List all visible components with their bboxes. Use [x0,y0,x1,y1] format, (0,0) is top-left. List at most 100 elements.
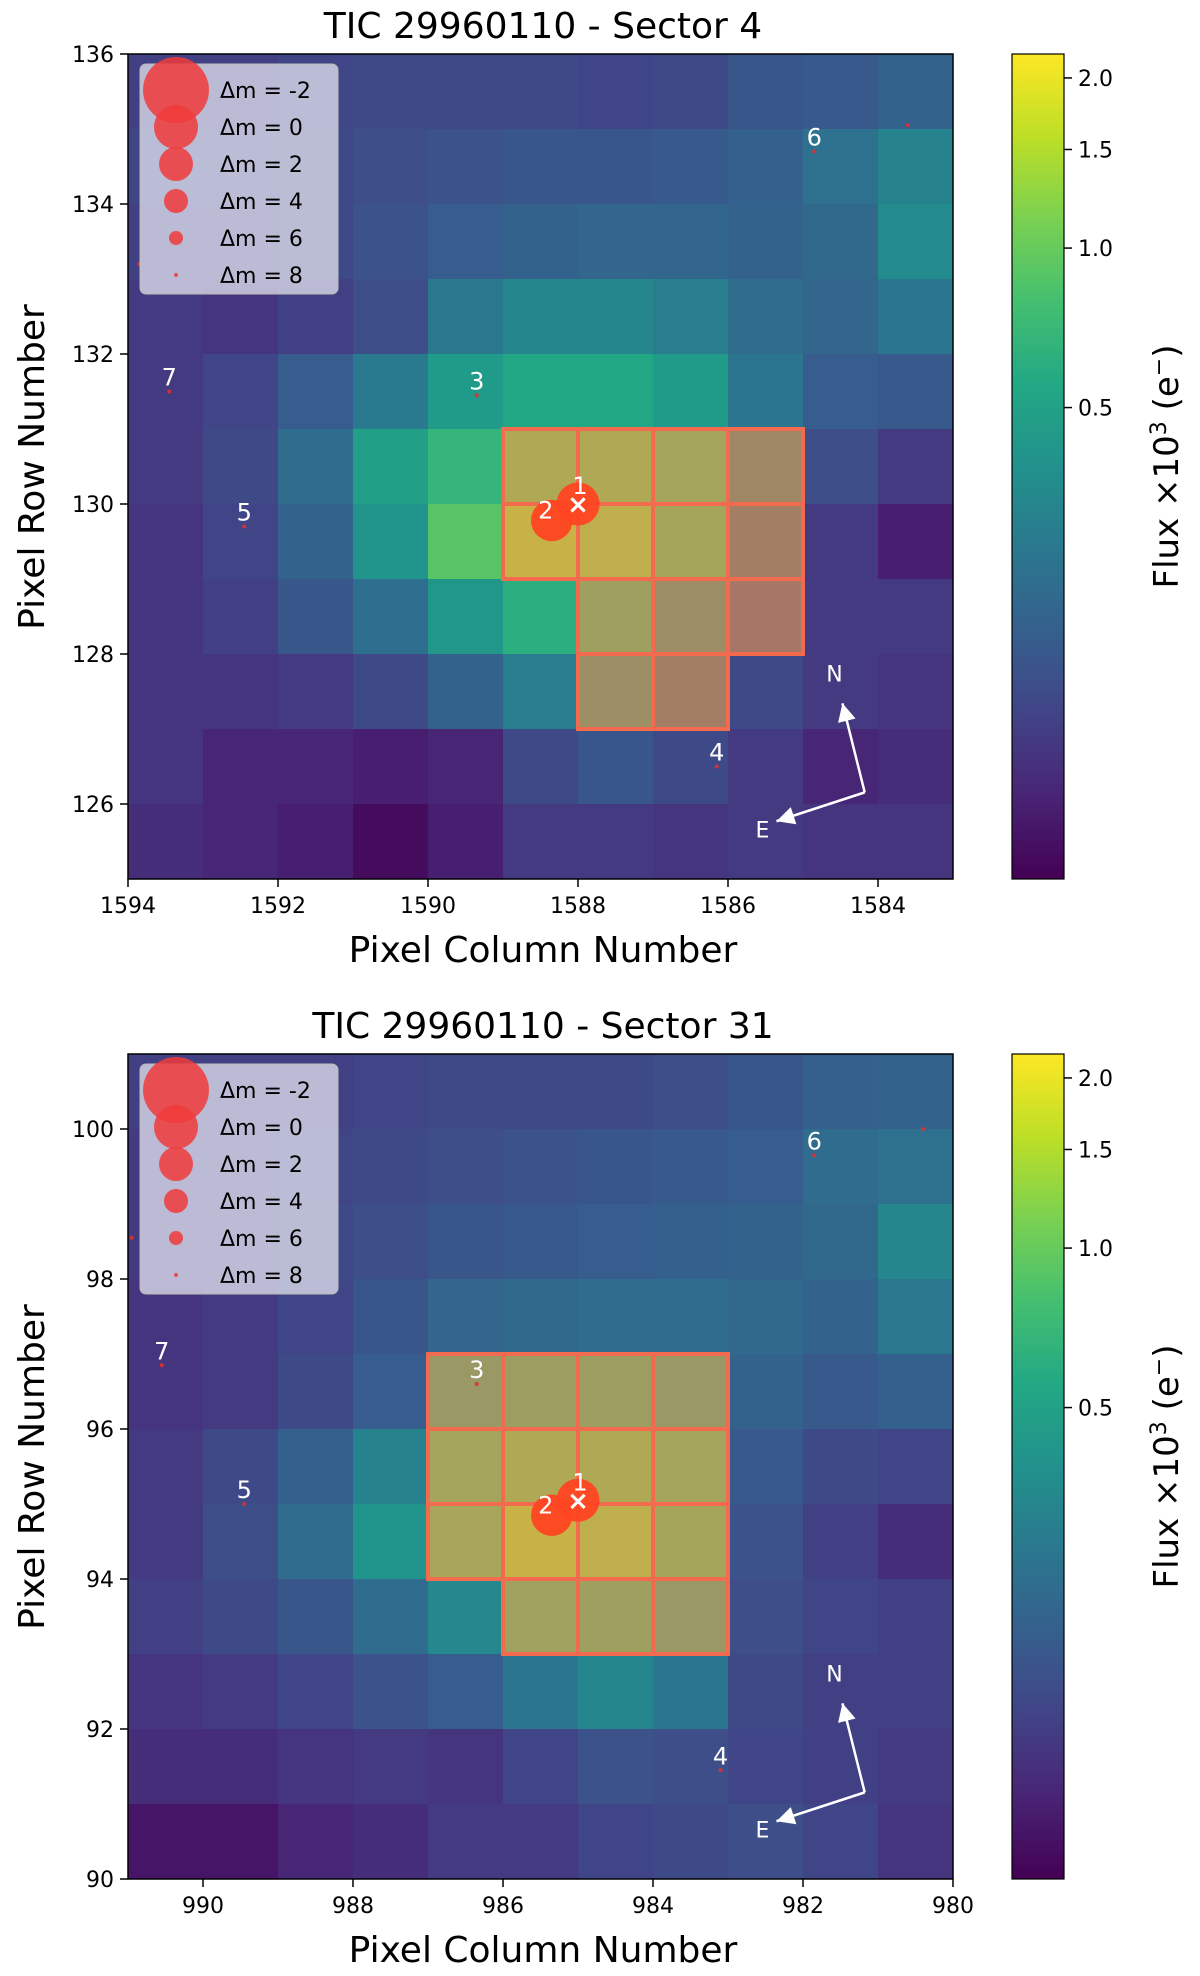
pixel-cell [128,1504,204,1580]
x-tick-label: 1592 [250,894,306,919]
pixel-cell [653,354,729,430]
pixel-cell [353,654,429,730]
pixel-cell [578,1804,654,1880]
star-label: 5 [237,1476,252,1504]
pixel-cell [653,1129,729,1205]
legend-label: Δm = 6 [220,227,303,252]
pixel-cell [353,1654,429,1730]
pixel-cell [278,1804,354,1880]
pixel-cell [278,504,354,580]
colorbar-tick-label: 1.5 [1078,1138,1113,1163]
pixel-cell [428,429,504,505]
pixel-cell [728,1429,804,1505]
pixel-cell [428,1054,504,1130]
pixel-cell [803,1729,879,1805]
legend-label: Δm = -2 [220,79,311,104]
y-tick-label: 96 [86,1418,114,1443]
y-tick-label: 94 [86,1568,114,1593]
pixel-cell [578,54,654,130]
pixel-cell [878,504,954,580]
pixel-cell [428,1129,504,1205]
pixel-cell [353,1729,429,1805]
pixel-cell [878,1279,954,1355]
legend-marker [159,1147,193,1181]
star-label: 5 [237,499,252,527]
aperture-mask [426,1352,730,1656]
pixel-cell [353,804,429,880]
arrow-head [776,807,797,825]
arrow-head [838,703,856,723]
pixel-cell [878,1579,954,1655]
pixel-cell [653,1279,729,1355]
star-marker [474,1382,479,1386]
aperture-pixel [651,427,730,506]
pixel-cell [503,1279,579,1355]
pixel-cell [203,1504,279,1580]
star-label: 7 [162,364,177,392]
pixel-cell [578,1279,654,1355]
y-axis-ticks: 126 128 130 132 134 136 [72,43,128,818]
pixel-cell [428,579,504,655]
y-tick-label: 98 [86,1268,114,1293]
legend-marker [154,105,198,149]
star-label: 4 [713,1742,728,1770]
pixel-cell [578,1054,654,1130]
pixel-cell [878,354,954,430]
pixel-cell [878,654,954,730]
pixel-cell [278,579,354,655]
x-axis-ticks: 990 988 986 984 982 980 [182,1879,974,1919]
pixel-cell [203,804,279,880]
aperture-pixel [726,577,805,656]
colorbar [1011,1053,1065,1880]
pixel-cell [578,804,654,880]
star-label: 1 [572,472,587,500]
pixel-cell [128,354,204,430]
pixel-cell [803,1579,879,1655]
aperture-pixel [426,1427,505,1506]
x-tick-label: 980 [932,1894,974,1919]
pixel-cell [728,279,804,355]
pixel-cell [803,204,879,280]
pixel-cell [278,429,354,505]
pixel-cell [503,729,579,805]
x-tick-label: 1588 [550,894,606,919]
aperture-pixel [651,1577,730,1656]
legend-label: Δm = 0 [220,116,303,141]
pixel-cell [128,1354,204,1430]
star-marker [812,1153,817,1158]
pixel-cell [728,729,804,805]
star-marker [159,1363,164,1368]
legend-label: Δm = 8 [220,1264,303,1289]
pixel-cell [203,1729,279,1805]
pixel-cell [878,579,954,655]
legend-label: Δm = 2 [220,153,303,178]
pixel-cell [203,729,279,805]
x-tick-label: 1594 [100,894,156,919]
pixel-cell [803,129,879,205]
y-tick-label: 126 [72,793,114,818]
y-tick-label: 132 [72,343,114,368]
pixel-cell [278,1729,354,1805]
pixel-cell [278,654,354,730]
aperture-pixel [576,577,655,656]
target-marker: × [567,1486,589,1516]
pixel-cell [353,354,429,430]
y-tick-label: 134 [72,193,114,218]
pixel-cell [353,1354,429,1430]
y-axis-label: Pixel Row Number [12,304,53,630]
pixel-cell [128,1729,204,1805]
pixel-cell [428,1204,504,1280]
pixel-cell [653,1204,729,1280]
pixel-cell [878,1654,954,1730]
pixel-cell [128,729,204,805]
colorbar-label: Flux ×103 (e−) [1147,1345,1188,1589]
pixel-cell [878,1429,954,1505]
east-label: E [755,818,769,843]
legend-marker [164,189,188,213]
pixel-cell [803,729,879,805]
pixel-cell [128,804,204,880]
legend-marker [159,147,193,181]
pixel-cell [503,54,579,130]
star-marker [129,1235,134,1240]
